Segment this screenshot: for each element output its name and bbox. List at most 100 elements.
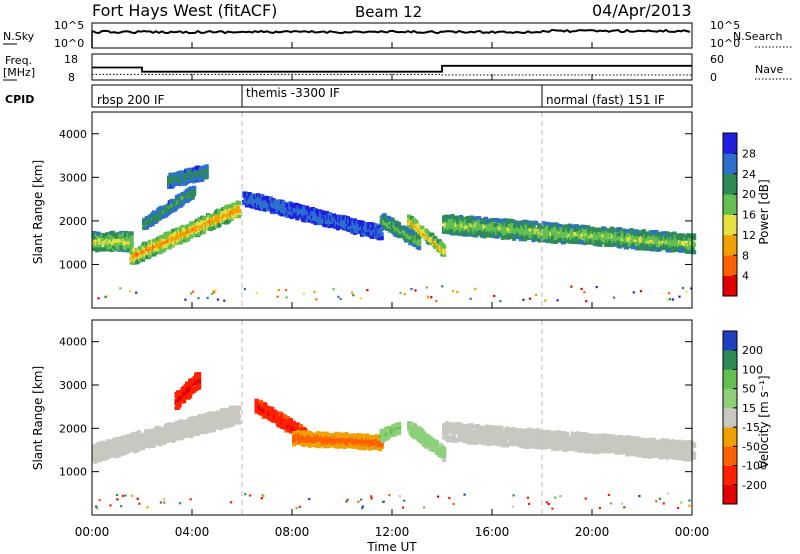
- heatmap-cell: [137, 435, 142, 440]
- heatmap-cell: [530, 442, 535, 447]
- heatmap-cell: [234, 213, 239, 218]
- heatmap-cell: [529, 297, 532, 300]
- heatmap-cell: [152, 244, 157, 249]
- heatmap-cell: [144, 225, 150, 230]
- heatmap-cell: [506, 235, 511, 240]
- heatmap-cell: [187, 420, 192, 425]
- heatmap-cell: [141, 446, 146, 451]
- y-tick-label: 3000: [59, 379, 87, 392]
- heatmap-cell: [542, 238, 547, 243]
- heatmap-cell: [654, 230, 659, 235]
- heatmap-cell: [520, 230, 525, 236]
- heatmap-cell: [359, 297, 362, 300]
- heatmap-cell: [163, 498, 166, 501]
- heatmap-cell: [204, 166, 209, 171]
- heatmap-cell: [346, 498, 349, 501]
- heatmap-cell: [463, 493, 466, 496]
- heatmap-cell: [623, 506, 626, 509]
- heatmap-cell: [580, 442, 585, 447]
- heatmap-cell: [398, 495, 401, 498]
- heatmap-cell: [284, 289, 288, 292]
- heatmap-cell: [216, 298, 220, 301]
- heatmap-cell: [192, 185, 197, 190]
- heatmap-cell: [96, 231, 101, 236]
- heatmap-cell: [444, 432, 449, 437]
- heatmap-cell: [345, 500, 348, 503]
- heatmap-cell: [268, 196, 273, 201]
- colorbar-swatch: [723, 275, 737, 297]
- beam-label: Beam 12: [355, 3, 422, 21]
- heatmap-cell: [417, 246, 422, 251]
- heatmap-cell: [399, 291, 402, 294]
- heatmap-cell: [523, 437, 528, 442]
- heatmap-cell: [250, 204, 255, 209]
- heatmap-cell: [364, 222, 369, 227]
- heatmap-cell: [220, 419, 225, 424]
- heatmap-cell: [452, 289, 455, 293]
- heatmap-cell: [388, 494, 391, 497]
- heatmap-cell: [113, 238, 118, 243]
- heatmap-cell: [210, 213, 215, 218]
- heatmap-cell: [121, 494, 124, 497]
- heatmap-cell: [389, 223, 394, 228]
- heatmap-cell: [339, 297, 342, 300]
- heatmap-cell: [665, 442, 670, 447]
- heatmap-cell: [265, 405, 271, 411]
- heatmap-cell: [648, 235, 653, 240]
- heatmap-cell: [302, 292, 306, 295]
- velocity-cells: [92, 372, 697, 510]
- heatmap-cell: [214, 214, 219, 219]
- heatmap-cell: [293, 438, 298, 443]
- heatmap-cell: [626, 237, 631, 242]
- heatmap-cell: [528, 227, 533, 232]
- heatmap-cell: [106, 448, 111, 453]
- colorbar-swatch: [723, 484, 737, 505]
- heatmap-cell: [557, 435, 563, 440]
- heatmap-cell: [451, 435, 456, 440]
- heatmap-cell: [212, 291, 216, 294]
- heatmap-cell: [532, 443, 537, 448]
- heatmap-cell: [622, 450, 627, 455]
- heatmap-cell: [509, 434, 514, 439]
- heatmap-cell: [128, 290, 132, 293]
- heatmap-cell: [666, 452, 672, 457]
- heatmap-cell: [247, 192, 252, 197]
- heatmap-cell: [471, 424, 476, 429]
- heatmap-cell: [556, 299, 559, 302]
- heatmap-cell: [332, 288, 335, 291]
- heatmap-cell: [95, 505, 98, 508]
- heatmap-cell: [442, 429, 447, 434]
- heatmap-cell: [577, 432, 582, 437]
- heatmap-cell: [94, 239, 100, 244]
- heatmap-cell: [583, 224, 588, 230]
- heatmap-cell: [155, 430, 160, 435]
- heatmap-cell: [125, 449, 130, 454]
- heatmap-cell: [176, 405, 181, 410]
- heatmap-cell: [648, 454, 653, 459]
- heatmap-cell: [495, 228, 500, 233]
- heatmap-cell: [194, 218, 199, 224]
- colorbar-swatch: [723, 194, 737, 215]
- heatmap-cell: [403, 293, 406, 296]
- heatmap-cell: [550, 239, 556, 244]
- heatmap-cell: [503, 225, 508, 230]
- heatmap-cell: [621, 502, 624, 505]
- heatmap-cell: [468, 219, 473, 224]
- heatmap-cell: [398, 233, 403, 238]
- heatmap-cell: [493, 294, 496, 298]
- heatmap-cell: [315, 214, 320, 219]
- heatmap-cell: [547, 502, 550, 506]
- heatmap-cell: [692, 455, 697, 460]
- heatmap-cell: [211, 417, 216, 422]
- heatmap-cell: [627, 232, 632, 237]
- heatmap-cell: [532, 236, 537, 241]
- heatmap-cell: [510, 222, 515, 227]
- cpid-segment-2: themis -3300 IF: [246, 86, 340, 100]
- heatmap-cell: [652, 243, 658, 249]
- heatmap-cell: [534, 441, 539, 446]
- heatmap-cell: [420, 225, 425, 230]
- figure-title: Fort Hays West (fitACF): [92, 1, 277, 20]
- heatmap-cell: [692, 451, 697, 456]
- heatmap-cell: [150, 220, 155, 225]
